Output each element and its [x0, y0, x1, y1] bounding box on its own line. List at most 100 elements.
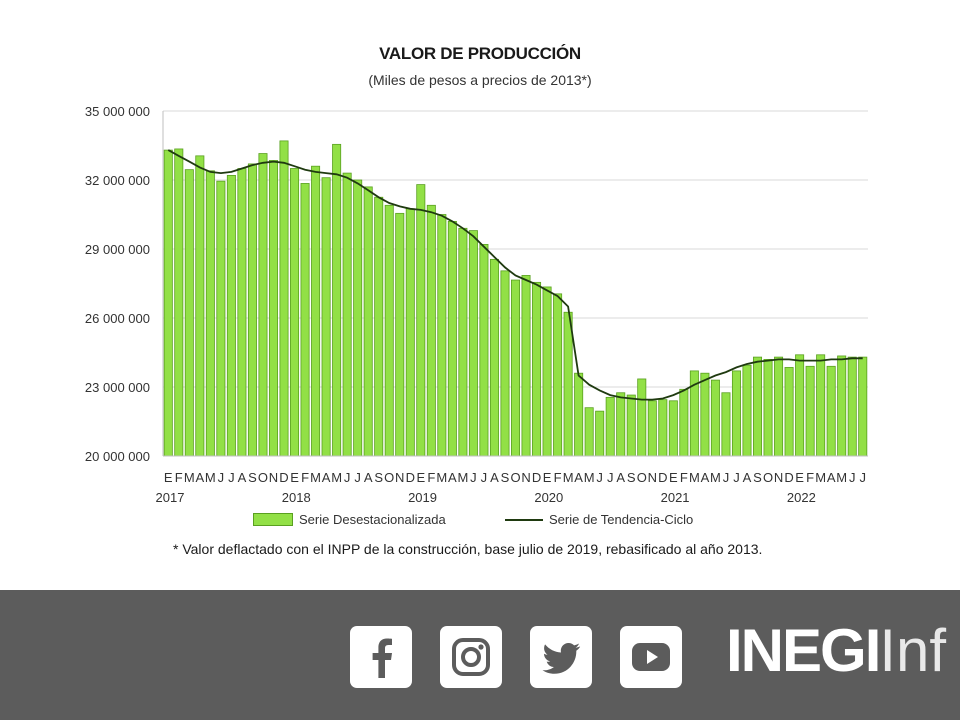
x-tick-label: O — [258, 470, 268, 485]
bar — [489, 258, 499, 457]
bar — [216, 180, 226, 457]
bar — [342, 172, 352, 457]
facebook-icon[interactable] — [350, 626, 412, 688]
x-tick-label: A — [490, 470, 499, 485]
x-tick-label: J — [849, 470, 856, 485]
bar — [647, 400, 657, 457]
bar — [595, 410, 605, 457]
bar — [816, 354, 826, 457]
x-tick-label: E — [164, 470, 173, 485]
x-tick-label: S — [501, 470, 510, 485]
bar — [247, 163, 257, 457]
bar — [753, 356, 763, 457]
brand-bold: INEGI — [726, 617, 881, 684]
x-tick-label: O — [510, 470, 520, 485]
x-tick-label: N — [774, 470, 783, 485]
x-tick-label: M — [457, 470, 468, 485]
x-tick-label: A — [743, 470, 752, 485]
footer-bar: INEGIInf — [0, 590, 960, 720]
x-tick-label: D — [658, 470, 667, 485]
x-tick-label: O — [637, 470, 647, 485]
bar — [395, 212, 405, 457]
bar — [616, 392, 626, 457]
x-tick-label: E — [290, 470, 299, 485]
bar — [163, 149, 173, 457]
bar — [805, 365, 815, 457]
x-tick-label: S — [627, 470, 636, 485]
y-tick-label: 35 000 000 — [85, 104, 150, 119]
bar — [574, 372, 584, 457]
bar — [468, 230, 478, 457]
bar-line-chart: 35 000 000 32 000 000 29 000 000 26 000 000… — [85, 104, 868, 505]
brand-light: Inf — [879, 617, 947, 684]
x-tick-label: J — [481, 470, 488, 485]
x-tick-label: O — [384, 470, 394, 485]
x-tick-label: A — [322, 470, 331, 485]
bar — [532, 281, 542, 457]
youtube-icon[interactable] — [620, 626, 682, 688]
year-label: 2020 — [534, 490, 563, 505]
x-tick-label: A — [827, 470, 836, 485]
x-tick-label: A — [364, 470, 373, 485]
x-tick-label: N — [269, 470, 278, 485]
bar — [321, 177, 331, 457]
bar — [563, 311, 573, 457]
x-tick-label: E — [669, 470, 678, 485]
x-tick-label: F — [175, 470, 183, 485]
x-tick-label: E — [543, 470, 552, 485]
bar — [226, 174, 236, 457]
y-tick-label: 23 000 000 — [85, 380, 150, 395]
y-tick-label: 29 000 000 — [85, 242, 150, 257]
x-tick-label: J — [607, 470, 614, 485]
x-tick-label: S — [248, 470, 257, 485]
inegi-logo: INEGIInf — [726, 616, 946, 685]
bar — [847, 356, 857, 457]
bar — [447, 220, 457, 457]
bar — [332, 143, 342, 457]
bar — [258, 153, 268, 457]
x-tick-label: M — [205, 470, 216, 485]
bar — [668, 400, 678, 457]
bar — [279, 140, 289, 457]
x-tick-label: F — [427, 470, 435, 485]
x-tick-label: J — [470, 470, 477, 485]
x-tick-label: A — [574, 470, 583, 485]
x-tick-label: M — [815, 470, 826, 485]
chart-subtitle: (Miles de pesos a precios de 2013*) — [368, 72, 592, 88]
x-tick-label: F — [554, 470, 562, 485]
bar — [300, 183, 310, 457]
year-label: 2022 — [787, 490, 816, 505]
bar — [290, 168, 300, 457]
x-tick-label: J — [596, 470, 603, 485]
bar — [584, 407, 594, 457]
x-tick-label: D — [784, 470, 793, 485]
x-tick-label: J — [344, 470, 351, 485]
x-tick-label: A — [701, 470, 710, 485]
bar — [268, 160, 278, 457]
bar — [174, 148, 184, 457]
x-tick-label: M — [331, 470, 342, 485]
year-label: 2017 — [156, 490, 185, 505]
twitter-icon[interactable] — [530, 626, 592, 688]
bar — [521, 275, 531, 457]
bar — [237, 168, 247, 457]
x-tick-label: M — [184, 470, 195, 485]
trend-line — [167, 149, 863, 401]
legend-item-line: Serie de Tendencia-Ciclo — [505, 512, 693, 527]
bar — [353, 179, 363, 457]
y-tick-label: 20 000 000 — [85, 449, 150, 464]
x-tick-label: O — [763, 470, 773, 485]
x-tick-label: A — [238, 470, 247, 485]
x-tick-label: J — [859, 470, 866, 485]
x-tick-label: M — [584, 470, 595, 485]
legend-label-bars: Serie Desestacionalizada — [299, 512, 446, 527]
bar — [195, 155, 205, 457]
x-tick-label: M — [836, 470, 847, 485]
bar — [426, 204, 436, 457]
instagram-icon[interactable] — [440, 626, 502, 688]
bar — [384, 204, 394, 457]
legend-label-line: Serie de Tendencia-Ciclo — [549, 512, 694, 527]
legend-item-bars: Serie Desestacionalizada — [253, 512, 446, 527]
bar — [763, 358, 773, 457]
bar — [826, 365, 836, 457]
